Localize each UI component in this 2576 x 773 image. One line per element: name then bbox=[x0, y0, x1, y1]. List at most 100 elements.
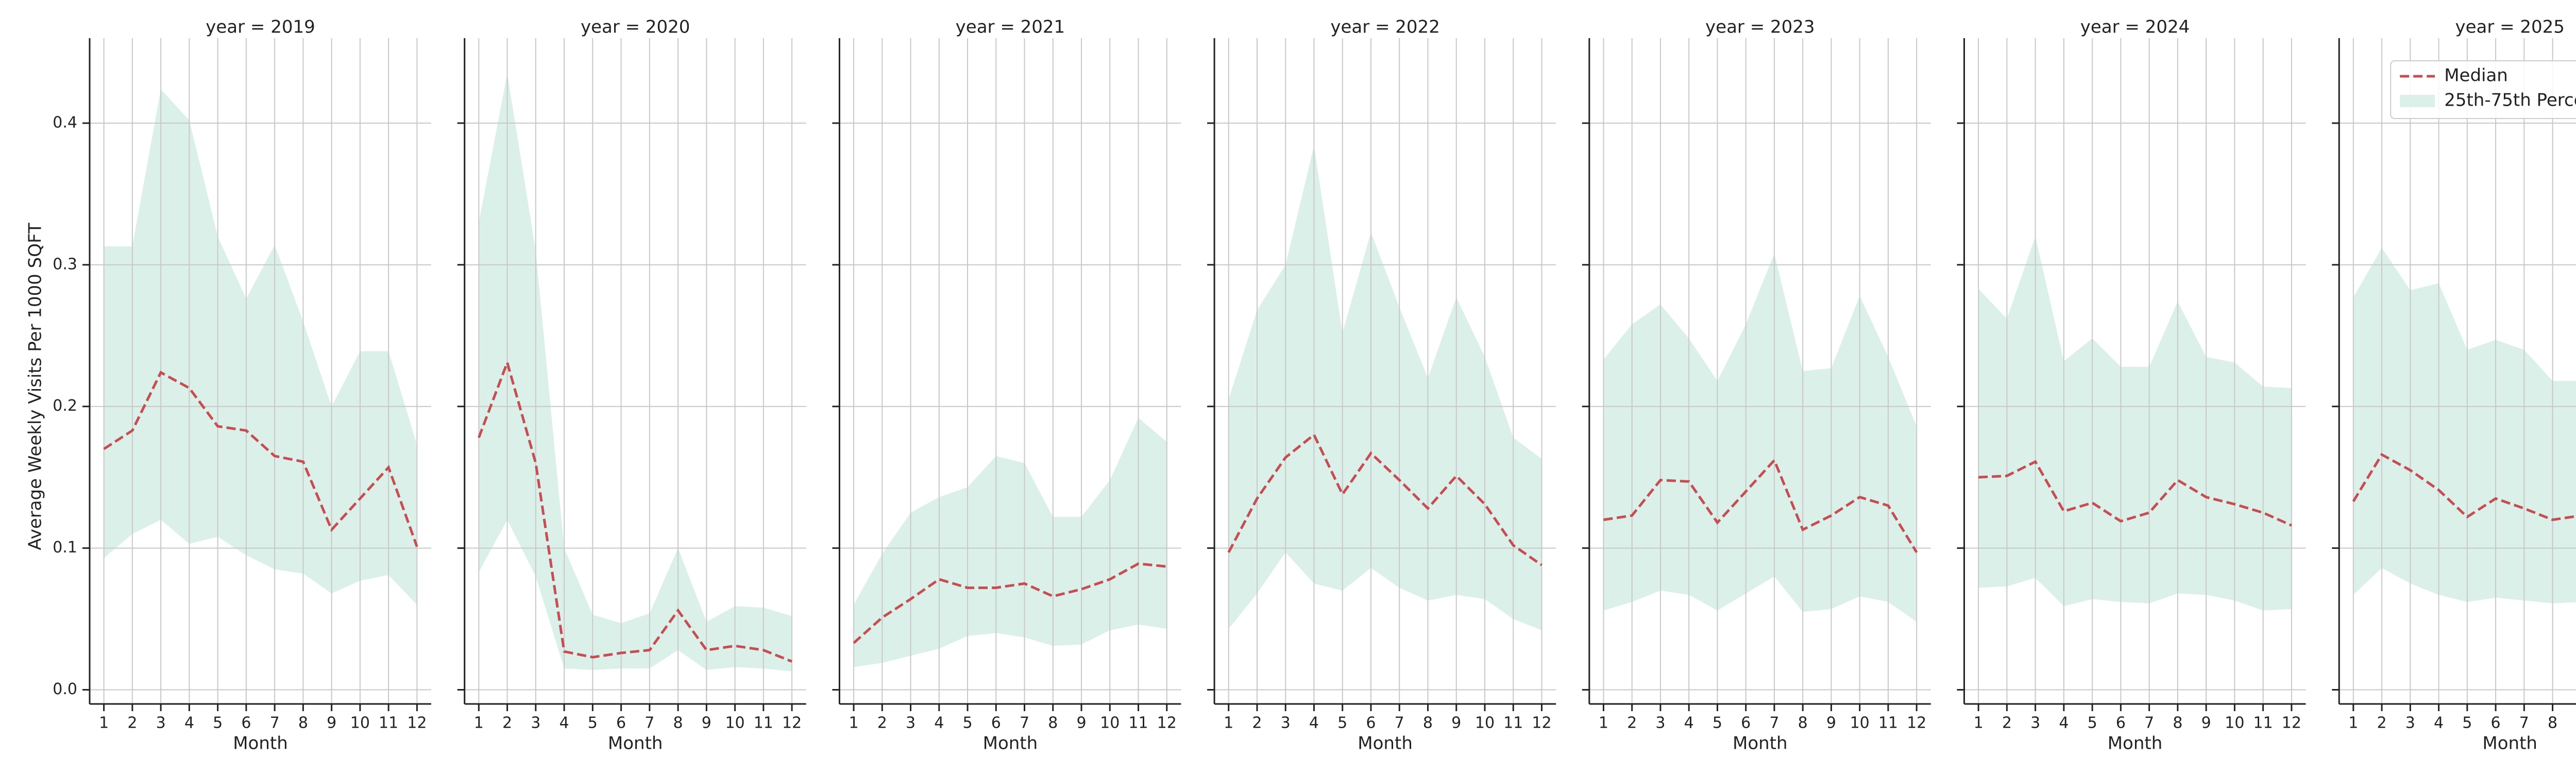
percentile-band bbox=[479, 73, 792, 671]
x-tick-label: 4 bbox=[184, 714, 194, 732]
x-tick-label: 11 bbox=[1503, 714, 1523, 732]
x-tick-label: 9 bbox=[1076, 714, 1086, 732]
y-tick-label: 0.1 bbox=[53, 539, 77, 557]
x-tick-label: 9 bbox=[702, 714, 711, 732]
x-tick-label: 3 bbox=[531, 714, 540, 732]
x-tick-label: 7 bbox=[1395, 714, 1404, 732]
legend-swatch bbox=[2400, 95, 2435, 107]
x-tick-label: 7 bbox=[1020, 714, 1029, 732]
panel-title: year = 2019 bbox=[206, 17, 315, 38]
panel: 0.00.10.20.30.41 2 3 4 5 6 7 8 9 10 11 12Monthyear … bbox=[53, 17, 431, 754]
x-axis-label: Month bbox=[1358, 733, 1413, 754]
x-tick-label: 8 bbox=[1048, 714, 1058, 732]
x-tick-label: 10 bbox=[1850, 714, 1870, 732]
x-tick-label: 2 bbox=[502, 714, 512, 732]
x-tick-label: 2 bbox=[1252, 714, 1262, 732]
x-tick-label: 5 bbox=[213, 714, 223, 732]
x-axis-label: Month bbox=[233, 733, 288, 754]
percentile-band bbox=[854, 417, 1167, 667]
x-tick-label: 4 bbox=[560, 714, 569, 732]
x-tick-label: 3 bbox=[2405, 714, 2415, 732]
x-tick-label: 3 bbox=[1281, 714, 1291, 732]
x-tick-label: 12 bbox=[1157, 714, 1177, 732]
x-tick-label: 1 bbox=[1599, 714, 1608, 732]
median-line bbox=[477, 358, 792, 663]
x-tick-label: 4 bbox=[2059, 714, 2069, 732]
x-tick-label: 8 bbox=[2173, 714, 2182, 732]
x-tick-label: 11 bbox=[1128, 714, 1148, 732]
x-tick-label: 7 bbox=[270, 714, 280, 732]
x-tick-label: 4 bbox=[2434, 714, 2444, 732]
y-axis-label: Average Weekly Visits Per 1000 SQFT bbox=[25, 223, 46, 550]
x-tick-label: 9 bbox=[1451, 714, 1461, 732]
percentile-band bbox=[2353, 247, 2576, 603]
x-tick-label: 10 bbox=[1475, 714, 1495, 732]
x-tick-label: 4 bbox=[934, 714, 944, 732]
y-tick-label: 0.0 bbox=[53, 680, 77, 698]
y-tick-label: 0.3 bbox=[53, 255, 77, 273]
x-tick-label: 11 bbox=[754, 714, 773, 732]
x-tick-label: 7 bbox=[2519, 714, 2529, 732]
x-tick-label: 2 bbox=[1627, 714, 1637, 732]
x-tick-label: 6 bbox=[1366, 714, 1376, 732]
x-tick-label: 3 bbox=[906, 714, 916, 732]
x-axis-label: Month bbox=[1733, 733, 1788, 754]
x-tick-label: 3 bbox=[2030, 714, 2040, 732]
legend-box bbox=[2390, 60, 2576, 119]
x-tick-label: 1 bbox=[99, 714, 109, 732]
x-axis-label: Month bbox=[2108, 733, 2163, 754]
x-tick-label: 1 bbox=[2348, 714, 2358, 732]
legend-label: 25th-75th Percentile bbox=[2444, 90, 2576, 111]
x-tick-label: 7 bbox=[2144, 714, 2154, 732]
x-tick-label: 1 bbox=[474, 714, 484, 732]
x-tick-label: 3 bbox=[156, 714, 166, 732]
x-tick-label: 10 bbox=[1100, 714, 1120, 732]
x-tick-label: 6 bbox=[2491, 714, 2501, 732]
panel-title: year = 2022 bbox=[1330, 17, 1439, 38]
x-tick-label: 6 bbox=[991, 714, 1001, 732]
median-line bbox=[1227, 432, 1543, 566]
panel-title: year = 2020 bbox=[581, 17, 690, 38]
median-line bbox=[1978, 460, 2292, 527]
x-tick-label: 1 bbox=[1224, 714, 1233, 732]
x-tick-label: 12 bbox=[1907, 714, 1926, 732]
x-tick-label: 12 bbox=[1532, 714, 1551, 732]
x-tick-label: 11 bbox=[1878, 714, 1898, 732]
x-tick-label: 6 bbox=[241, 714, 251, 732]
x-tick-label: 8 bbox=[2548, 714, 2557, 732]
percentile-band bbox=[1978, 236, 2292, 611]
x-tick-label: 5 bbox=[2462, 714, 2472, 732]
x-tick-label: 2 bbox=[2377, 714, 2387, 732]
x-tick-label: 1 bbox=[849, 714, 858, 732]
x-tick-label: 12 bbox=[407, 714, 427, 732]
legend: Median 25th-75th Percentile bbox=[2390, 60, 2576, 119]
x-tick-label: 2 bbox=[127, 714, 137, 732]
x-tick-label: 8 bbox=[1798, 714, 1808, 732]
x-axis-label: Month bbox=[983, 733, 1038, 754]
panel-title: year = 2023 bbox=[1705, 17, 1815, 38]
x-tick-label: 10 bbox=[725, 714, 744, 732]
percentile-band bbox=[1228, 145, 1542, 631]
x-tick-label: 8 bbox=[1423, 714, 1433, 732]
x-tick-label: 4 bbox=[1309, 714, 1319, 732]
percentile-band bbox=[104, 89, 417, 605]
legend-label: Median bbox=[2444, 65, 2508, 86]
y-tick-label: 0.4 bbox=[53, 113, 77, 131]
x-tick-label: 2 bbox=[877, 714, 887, 732]
x-tick-label: 2 bbox=[2002, 714, 2012, 732]
y-tick-label: 0.2 bbox=[53, 397, 77, 415]
x-tick-label: 5 bbox=[2088, 714, 2097, 732]
x-tick-label: 3 bbox=[1655, 714, 1665, 732]
x-tick-label: 8 bbox=[298, 714, 308, 732]
x-tick-label: 12 bbox=[2282, 714, 2301, 732]
x-axis-label: Month bbox=[608, 733, 663, 754]
x-axis-label: Month bbox=[2482, 733, 2537, 754]
x-tick-label: 5 bbox=[962, 714, 972, 732]
